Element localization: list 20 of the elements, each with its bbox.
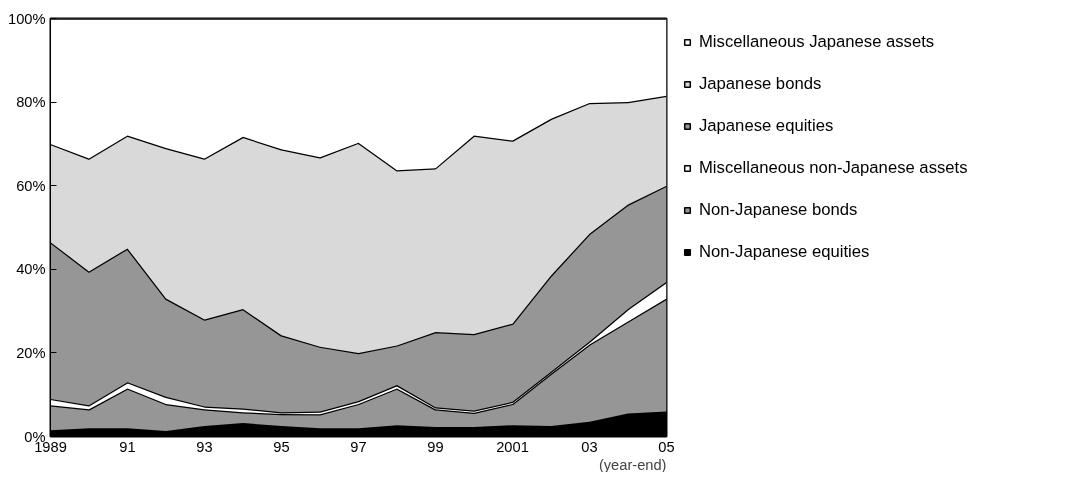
x-tick-label: 91 bbox=[119, 438, 136, 455]
y-tick-label: 100% bbox=[8, 10, 46, 27]
y-tick-label: 60% bbox=[16, 177, 46, 194]
x-tick-label: 99 bbox=[427, 438, 444, 455]
y-tick-label: 40% bbox=[16, 261, 46, 278]
y-tick-label: 20% bbox=[16, 344, 46, 361]
x-tick-label: 05 bbox=[658, 438, 675, 455]
legend-label: Japanese bonds bbox=[699, 74, 822, 94]
x-tick-label: 93 bbox=[196, 438, 213, 455]
x-tick-label: 95 bbox=[273, 438, 290, 455]
legend-label: Non-Japanese bonds bbox=[699, 200, 858, 220]
legend-label: Non-Japanese equities bbox=[699, 242, 870, 262]
y-tick-label: 80% bbox=[16, 94, 46, 111]
x-tick-label: 2001 bbox=[496, 438, 529, 455]
legend-label: Miscellaneous Japanese assets bbox=[699, 32, 935, 52]
text: (year-end) bbox=[598, 456, 667, 473]
x-tick-label: 03 bbox=[581, 438, 598, 455]
x-tick-label: 97 bbox=[350, 438, 367, 455]
legend-label: Japanese equities bbox=[699, 116, 834, 136]
legend-label: Miscellaneous non-Japanese assets bbox=[699, 158, 968, 178]
